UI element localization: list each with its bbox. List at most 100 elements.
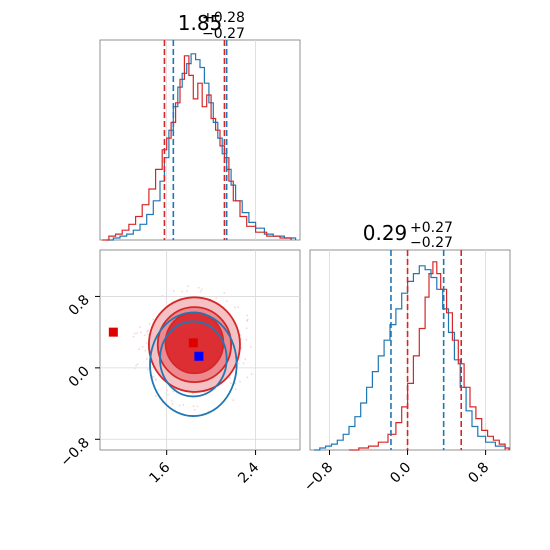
joint-sample-point (223, 292, 226, 294)
joint-sample-point (200, 288, 203, 291)
marginal-2-xtick-label-0: −0.8 (301, 460, 336, 495)
joint-xtick-label-0: 1.6 (146, 459, 173, 486)
joint-sample-point (245, 327, 248, 330)
joint-sample-point (141, 345, 144, 348)
joint-sample-point (143, 334, 146, 337)
joint-sample-point (244, 358, 247, 361)
joint-sample-point (246, 318, 249, 321)
joint-marker-estimate (188, 338, 198, 348)
joint-sample-point (242, 362, 245, 365)
marginal-1-title-sub: −0.27 (202, 26, 245, 42)
joint-sample-point (181, 290, 184, 293)
marginal-2-histogram-series-b (349, 261, 510, 451)
joint-marker-truth (194, 351, 204, 361)
joint-sample-point (178, 404, 181, 407)
joint-sample-point (225, 300, 228, 302)
marginal-2-histogram-series-a (313, 265, 506, 451)
joint-sample-point (172, 390, 175, 393)
joint-ytick-label-0: −0.8 (57, 435, 92, 470)
joint-ytick-label-1: 0.0 (66, 363, 93, 390)
joint-sample-point (136, 363, 139, 365)
joint-ytick-label-2: 0.8 (66, 292, 93, 319)
joint-sample-point (145, 357, 148, 360)
joint-sample-point (192, 405, 195, 408)
marginal-1-title: 1.85 (178, 11, 223, 35)
marginal-panel-2-ticks: −0.8 0.0 0.8 (301, 450, 492, 495)
marginal-2-title-sup: +0.27 (410, 220, 453, 236)
marginal-2-xtick-label-2: 0.8 (465, 460, 492, 487)
joint-sample-point (144, 349, 147, 352)
joint-sample-point (147, 329, 149, 332)
joint-sample-point (145, 342, 148, 344)
joint-sample-point (135, 364, 138, 367)
joint-sample-point (170, 400, 173, 403)
joint-marker-outlier (108, 327, 118, 337)
joint-xtick-label-1: 2.4 (235, 459, 262, 486)
joint-sample-point (246, 320, 249, 322)
marginal-panel-1-quantiles (163, 40, 228, 240)
marginal-panel-2: −0.8 0.0 0.8 (301, 249, 511, 495)
joint-sample-point (147, 368, 149, 371)
joint-sample-point (240, 346, 243, 349)
joint-sample-point (237, 362, 240, 365)
marginal-1-histogram-series-a (106, 53, 297, 241)
joint-sample-point (237, 306, 240, 308)
joint-sample-point (167, 393, 169, 396)
joint-sample-point (182, 404, 185, 406)
joint-sample-point (132, 335, 135, 338)
marginal-2-title-main: 0.29 (363, 221, 408, 245)
joint-sample-point (171, 403, 174, 405)
joint-sample-point (239, 380, 241, 383)
marginal-panel-1 (99, 39, 301, 241)
joint-series-a-contour-outer (149, 311, 238, 417)
joint-sample-point (232, 399, 235, 402)
joint-sample-point (136, 332, 139, 335)
joint-sample-point (139, 331, 142, 334)
joint-sample-point (154, 394, 157, 397)
joint-sample-point (197, 286, 200, 289)
joint-sample-point (148, 322, 151, 325)
joint-sample-point (146, 333, 149, 336)
joint-sample-point (250, 373, 253, 375)
marginal-panel-2-histograms (313, 261, 510, 451)
joint-sample-point (152, 318, 155, 321)
joint-sample-point (246, 314, 249, 317)
marginal-2-title-sub: −0.27 (410, 235, 453, 251)
joint-sample-point (138, 348, 141, 351)
marginal-panel-1-histograms (102, 53, 297, 241)
marginal-panel-2-frame (309, 249, 511, 451)
joint-sample-point (250, 345, 252, 348)
marginal-1-histogram-series-b (102, 55, 292, 241)
joint-sample-point (215, 297, 218, 300)
marginal-2-title: 0.29 (363, 221, 408, 245)
joint-sample-point (186, 290, 189, 293)
joint-markers (108, 327, 204, 361)
joint-panel: 1.6 2.4 −0.8 0.0 0.8 (57, 249, 301, 487)
joint-sample-point (234, 388, 237, 391)
joint-sample-point (234, 382, 237, 385)
joint-sample-point (133, 367, 136, 370)
marginal-panel-1-frame (99, 39, 301, 241)
joint-sample-point (166, 389, 168, 392)
joint-sample-point (229, 382, 232, 385)
joint-sample-point (245, 338, 248, 341)
joint-series-a-contour-inner (159, 320, 228, 398)
marginal-2-xtick-label-1: 0.0 (387, 460, 414, 487)
joint-sample-point (133, 332, 136, 335)
joint-sample-point (154, 378, 157, 381)
joint-sample-point (187, 285, 189, 288)
marginal-panel-2-quantiles (390, 250, 463, 450)
marginal-1-title-sup: +0.28 (202, 10, 245, 26)
joint-sample-point (199, 290, 202, 293)
joint-sample-point (193, 408, 196, 411)
joint-sample-point (229, 377, 231, 380)
marginal-1-title-main: 1.85 (178, 11, 223, 35)
joint-sample-point (146, 330, 149, 333)
joint-sample-point (234, 306, 236, 309)
joint-sample-point (172, 289, 175, 292)
joint-sample-point (161, 294, 164, 297)
joint-sample-point (196, 405, 199, 408)
joint-sample-point (246, 376, 249, 379)
joint-sample-point (139, 326, 142, 328)
